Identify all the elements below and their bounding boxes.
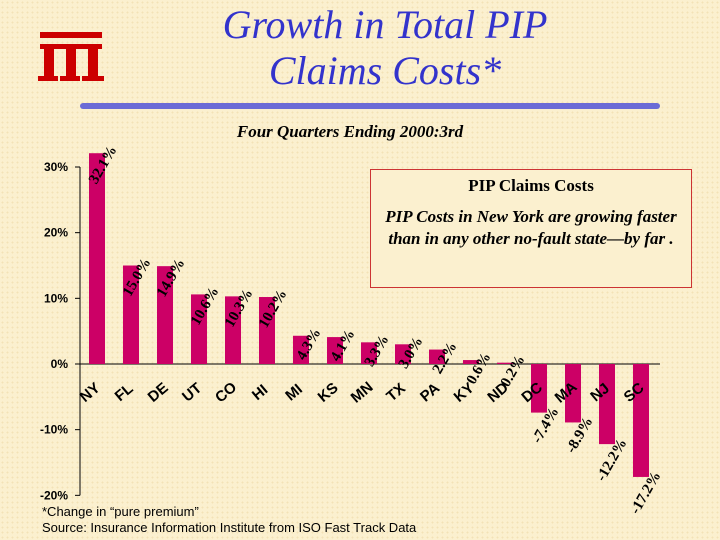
bar-tx <box>395 344 411 364</box>
data-label: 0.6% <box>464 350 495 387</box>
x-tick-label: FL <box>112 380 137 405</box>
x-tick-label: MN <box>348 379 377 407</box>
bar-nj <box>599 364 615 445</box>
x-tick-label: CO <box>212 379 240 407</box>
bar-fl <box>123 265 139 364</box>
bar-mi <box>293 335 309 364</box>
callout-text: PIP Costs in New York are growing faster… <box>385 207 677 248</box>
chart-subtitle: Four Quarters Ending 2000:3rd <box>236 122 464 141</box>
data-label: 0.2% <box>498 353 529 390</box>
y-tick-label: 30% <box>44 160 68 174</box>
y-tick-label: 20% <box>44 226 68 240</box>
bar-sc <box>633 364 649 477</box>
iii-logo <box>38 32 104 81</box>
title-underline <box>80 103 660 109</box>
bar-ks <box>327 337 343 364</box>
x-tick-label: UT <box>179 380 205 406</box>
bar-pa <box>429 349 445 364</box>
footnote-definition: *Change in “pure premium” <box>42 504 199 519</box>
x-tick-label: NY <box>77 379 104 405</box>
x-tick-label: MI <box>282 381 306 405</box>
x-tick-label: KS <box>315 379 342 405</box>
x-tick-label: DE <box>145 379 172 405</box>
bar-de <box>157 266 173 364</box>
page-title: Growth in Total PIP Claims Costs* <box>160 2 610 94</box>
footnote-source: Source: Insurance Information Institute … <box>42 520 417 535</box>
title-line-1: Growth in Total PIP <box>222 2 548 47</box>
title-line-2: Claims Costs* <box>268 48 502 93</box>
footnote: *Change in “pure premium” Source: Insura… <box>42 504 416 536</box>
bar-mn <box>361 342 377 364</box>
bar-ky <box>463 360 479 364</box>
y-tick-label: 0% <box>51 357 69 371</box>
x-tick-label: PA <box>417 380 443 406</box>
y-tick-label: -10% <box>40 423 68 437</box>
bar-ut <box>191 294 207 364</box>
callout-box: PIP Claims Costs PIP Costs in New York a… <box>370 169 692 288</box>
callout-title: PIP Claims Costs <box>468 176 594 195</box>
y-tick-label: 10% <box>44 291 68 305</box>
bar-dc <box>531 364 547 413</box>
x-tick-label: HI <box>249 381 271 404</box>
y-tick-label: -20% <box>40 488 68 502</box>
bar-co <box>225 296 241 364</box>
bar-ma <box>565 364 581 423</box>
bar-nd <box>497 362 513 364</box>
bar-hi <box>259 297 275 364</box>
bar-ny <box>89 153 105 364</box>
x-tick-label: TX <box>383 380 409 405</box>
